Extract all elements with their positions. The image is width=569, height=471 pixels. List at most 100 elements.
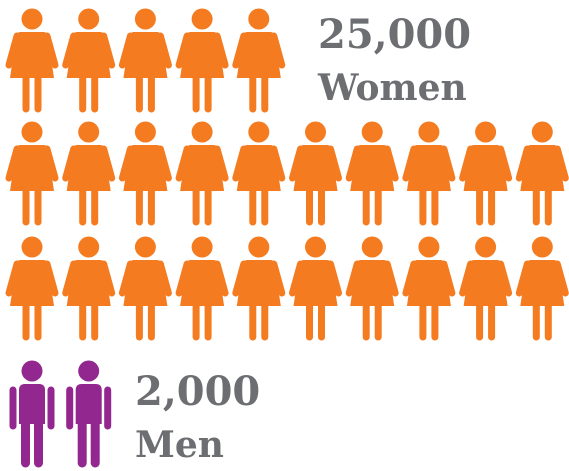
arm [156, 32, 172, 69]
dress [350, 145, 395, 191]
icon [345, 236, 399, 341]
dress [350, 260, 395, 306]
head [531, 121, 553, 143]
dress [406, 260, 451, 306]
arm [497, 145, 513, 182]
arm [100, 260, 116, 297]
icon [62, 8, 116, 113]
icon [175, 8, 229, 113]
dress [123, 145, 168, 191]
arm [232, 260, 248, 297]
head [78, 121, 100, 143]
value-label: 25,000 [318, 11, 471, 58]
arm [100, 32, 116, 69]
arm [62, 32, 78, 69]
icon [402, 236, 456, 341]
dress [10, 32, 54, 78]
dress [123, 260, 168, 306]
arm [440, 145, 456, 182]
arm [175, 32, 191, 69]
icon [459, 236, 513, 341]
head [418, 236, 440, 258]
head [248, 121, 270, 143]
dress [236, 145, 281, 191]
head [21, 360, 43, 382]
dress [123, 32, 168, 78]
head [475, 121, 497, 143]
icon [118, 8, 172, 113]
icon [5, 121, 59, 226]
head [361, 236, 383, 258]
dress [180, 260, 225, 306]
icon [515, 236, 569, 341]
icon [459, 121, 513, 226]
arm [213, 32, 229, 69]
arm [270, 32, 286, 69]
arm [270, 260, 286, 297]
category-label: Women [317, 67, 467, 109]
arm [118, 145, 134, 182]
arm [213, 145, 229, 182]
dress [66, 260, 111, 306]
value-label: 2,000 [135, 368, 260, 415]
arm [402, 145, 418, 182]
arm [156, 260, 172, 297]
arm [118, 260, 134, 297]
arm [459, 260, 475, 297]
head [475, 236, 497, 258]
head [191, 121, 213, 143]
icon [62, 236, 116, 341]
icon [289, 121, 342, 226]
arm [440, 260, 456, 297]
icon [5, 236, 59, 341]
dress [293, 145, 338, 191]
icon [66, 360, 112, 468]
head [134, 8, 156, 30]
dress [236, 32, 281, 78]
torso [19, 384, 45, 424]
arm [345, 260, 361, 297]
arm [515, 145, 531, 182]
dress [406, 145, 451, 191]
icon [345, 121, 399, 226]
arm [175, 145, 191, 182]
arm [270, 145, 286, 182]
head [191, 236, 213, 258]
dress [180, 145, 225, 191]
arm [43, 260, 59, 297]
arm [515, 260, 531, 297]
arm [43, 32, 59, 69]
head [78, 360, 100, 382]
arm [62, 260, 78, 297]
dress [293, 260, 338, 306]
arm [327, 145, 342, 182]
arm [232, 32, 248, 69]
arm [156, 145, 172, 182]
dress [180, 32, 225, 78]
head [134, 121, 156, 143]
head [21, 236, 43, 258]
dress [463, 260, 508, 306]
arm [327, 260, 342, 297]
arm [553, 260, 569, 297]
arm [402, 260, 418, 297]
arm [383, 145, 399, 182]
category-label: Men [135, 424, 224, 466]
arm [213, 260, 229, 297]
dress [66, 145, 111, 191]
icon [9, 360, 55, 468]
arm [118, 32, 134, 69]
arm [383, 260, 399, 297]
icon [118, 121, 172, 226]
head [21, 8, 43, 30]
dress [520, 260, 565, 306]
dress [66, 32, 111, 78]
dress [520, 145, 565, 191]
arm [175, 260, 191, 297]
arm [5, 145, 21, 182]
head [78, 8, 100, 30]
dress [236, 260, 281, 306]
head [248, 8, 270, 30]
